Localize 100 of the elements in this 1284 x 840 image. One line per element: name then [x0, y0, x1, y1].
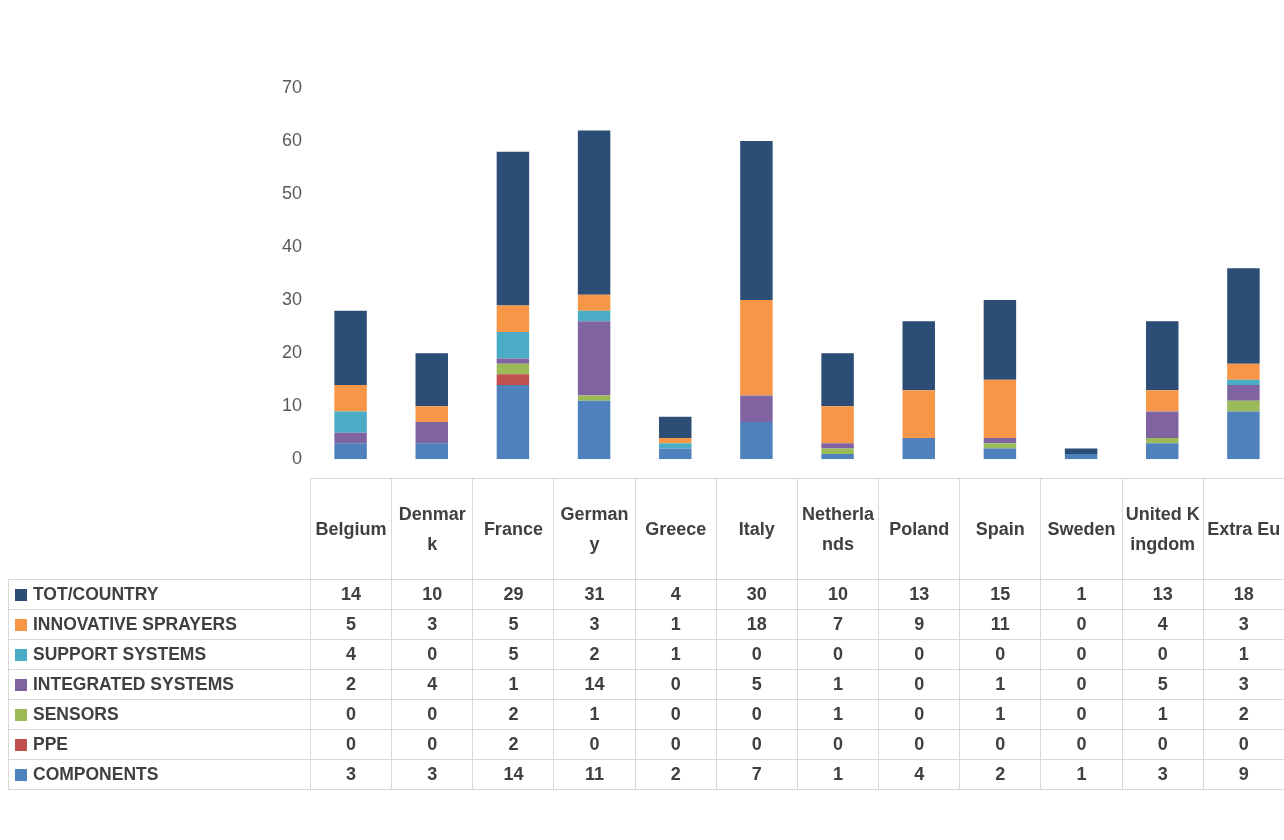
data-label: 0 [716, 729, 798, 760]
data-label: 7 [797, 609, 879, 640]
bar [1146, 411, 1179, 438]
bar [1064, 453, 1098, 460]
bar [496, 331, 530, 359]
x-tick-label: France [472, 478, 554, 580]
data-label: 1 [472, 669, 554, 700]
data-label: 3 [1122, 759, 1204, 790]
data-label: 2 [553, 639, 636, 670]
x-tick-label: Netherlands [797, 478, 879, 580]
x-tick-label: Greece [635, 478, 717, 580]
legend-label: SENSORS [33, 704, 119, 724]
bar [334, 443, 367, 460]
data-label: 5 [472, 609, 554, 640]
bar [821, 443, 854, 449]
bar [983, 443, 1017, 449]
bar [821, 353, 854, 407]
data-label: 1 [797, 699, 879, 730]
y-tick-label: 70 [281, 76, 302, 97]
data-label: 1 [959, 669, 1041, 700]
data-label: 0 [1203, 729, 1284, 760]
legend-label: TOT/COUNTRY [33, 584, 159, 604]
x-tick-label: Germany [553, 478, 636, 580]
data-label: 5 [310, 609, 392, 640]
data-label: 3 [391, 759, 473, 790]
data-label: 0 [310, 699, 392, 730]
bar [1146, 443, 1179, 460]
x-tick-label: Belgium [310, 478, 392, 580]
y-tick-label: 0 [291, 448, 302, 469]
bar [1227, 411, 1260, 460]
bar [1064, 448, 1098, 454]
data-label: 0 [1040, 729, 1123, 760]
data-label: 0 [391, 639, 473, 670]
data-label: 0 [878, 669, 960, 700]
data-label: 3 [553, 609, 636, 640]
bar [740, 395, 773, 423]
data-label: 1 [1040, 759, 1123, 790]
data-label: 0 [716, 699, 798, 730]
data-label: 4 [391, 669, 473, 700]
bar [415, 422, 448, 444]
bar [334, 384, 367, 412]
bar [334, 310, 367, 385]
bar [902, 437, 935, 460]
bar [1146, 321, 1179, 391]
bar [821, 453, 854, 460]
bar [1227, 379, 1260, 385]
data-label: 1 [635, 609, 717, 640]
y-tick-label: 20 [281, 342, 302, 363]
bar [496, 358, 530, 364]
data-label: 1 [959, 699, 1041, 730]
data-label: 5 [716, 669, 798, 700]
data-label: 1 [1122, 699, 1204, 730]
data-label: 0 [553, 729, 636, 760]
bar [577, 294, 611, 311]
x-tick-label: Italy [716, 478, 798, 580]
bar [496, 363, 530, 375]
bar [577, 395, 611, 401]
y-tick-label: 50 [281, 183, 302, 204]
data-label: 0 [1122, 639, 1204, 670]
data-label: 3 [1203, 669, 1284, 700]
data-label: 4 [635, 579, 717, 610]
bar [334, 432, 367, 444]
data-label: 29 [472, 579, 554, 610]
bar [334, 411, 367, 433]
data-label: 0 [391, 699, 473, 730]
data-label: 2 [472, 729, 554, 760]
data-label: 9 [878, 609, 960, 640]
bar [577, 321, 611, 396]
data-label: 1 [797, 669, 879, 700]
data-label: 0 [797, 639, 879, 670]
bar [496, 384, 530, 460]
bar [659, 448, 692, 460]
data-label: 0 [1122, 729, 1204, 760]
bar [821, 406, 854, 444]
bar [1227, 400, 1260, 412]
bar [659, 437, 692, 444]
data-label: 2 [472, 699, 554, 730]
legend-label: SUPPORT SYSTEMS [33, 644, 207, 664]
data-label: 0 [1040, 699, 1123, 730]
bar [1227, 384, 1260, 401]
y-tick-label: 30 [281, 289, 302, 310]
data-label: 0 [1040, 639, 1123, 670]
data-label: 5 [1122, 669, 1204, 700]
bar [577, 400, 611, 460]
bar [496, 374, 530, 385]
data-label: 4 [1122, 609, 1204, 640]
data-label: 0 [716, 639, 798, 670]
bar [1146, 437, 1179, 444]
data-label: 15 [959, 579, 1041, 610]
bar [496, 151, 530, 306]
bar [659, 416, 692, 438]
data-label: 11 [959, 609, 1041, 640]
data-label: 1 [1040, 579, 1123, 610]
bar [415, 406, 448, 423]
data-label: 3 [1203, 609, 1284, 640]
legend-label: INTEGRATED SYSTEMS [33, 674, 234, 694]
data-label: 14 [553, 669, 636, 700]
bar [1146, 390, 1179, 412]
data-label: 0 [1040, 669, 1123, 700]
legend-label: COMPONENTS [33, 764, 159, 784]
